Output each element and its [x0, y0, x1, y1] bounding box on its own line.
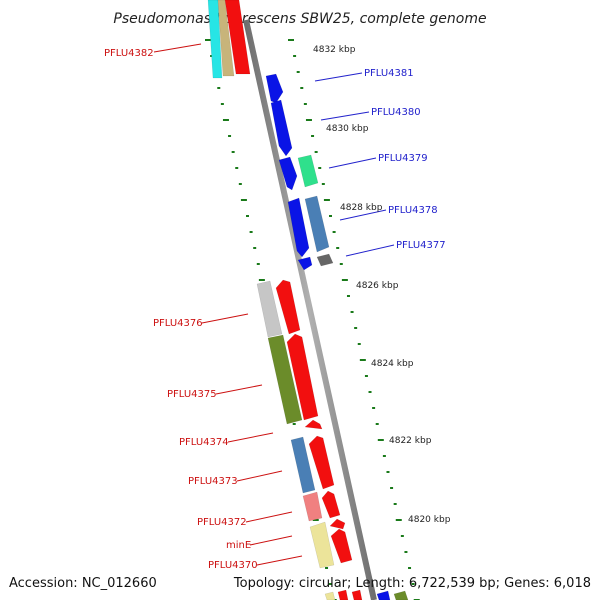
gene-feature [304, 195, 330, 253]
gene-feature [256, 280, 283, 338]
gene-feature [217, 0, 235, 77]
gene-feature [207, 0, 223, 79]
gene-feature [286, 333, 319, 421]
gene-label: PFLU4373 [188, 476, 238, 487]
ruler-tick-label: 4832 kbp [313, 45, 356, 55]
gene-feature [376, 590, 391, 600]
gene-feature [278, 156, 298, 191]
gene-callout-line [215, 384, 263, 395]
gene-label: minE [226, 540, 251, 551]
gene-feature [308, 435, 335, 490]
gene-feature [224, 0, 251, 75]
gene-feature [275, 279, 301, 335]
gene-callout-line [256, 555, 303, 566]
gene-label: PFLU4380 [371, 107, 421, 118]
sequence-backbone [243, 19, 377, 600]
ruler-tick-label: 4828 kbp [340, 203, 383, 213]
ruler-outer [288, 39, 420, 600]
map-title: Pseudomonas fluorescens SBW25, complete … [113, 11, 486, 27]
gene-feature [287, 197, 310, 258]
gene-callout-line [227, 432, 274, 443]
genome-summary-text: Topology: circular; Length: 6,722,539 bp… [233, 576, 591, 591]
gene-callout-line [249, 535, 293, 546]
gene-label: PFLU4375 [167, 389, 217, 400]
gene-callout-line [320, 111, 370, 121]
gene-features [207, 0, 409, 600]
gene-feature [324, 591, 336, 600]
gene-label: PFLU4377 [396, 240, 446, 251]
ruler-tick-label: 4830 kbp [326, 124, 369, 134]
gene-label: PFLU4382 [104, 48, 154, 59]
gene-feature [265, 73, 284, 104]
gene-feature [270, 99, 293, 157]
gene-callout-line [236, 470, 283, 482]
gene-feature [302, 491, 323, 522]
gene-label: PFLU4372 [197, 517, 247, 528]
gene-label: PFLU4379 [378, 153, 428, 164]
gene-callout-line [345, 244, 395, 257]
gene-feature [267, 334, 303, 425]
gene-callout-line [339, 209, 387, 221]
gene-feature [297, 154, 319, 188]
gene-feature [309, 521, 335, 569]
gene-callout-line [245, 511, 293, 523]
gene-feature [321, 490, 341, 519]
accession-text: Accession: NC_012660 [9, 576, 157, 591]
gene-label: PFLU4381 [364, 68, 414, 79]
gene-feature [337, 589, 349, 600]
ruler-labels: 4832 kbp 4830 kbp 4828 kbp 4826 kbp 4824 kbp… [313, 45, 451, 525]
gene-label: PFLU4370 [208, 560, 258, 571]
ruler-tick-label: 4820 kbp [408, 515, 451, 525]
gene-label: PFLU4376 [153, 318, 203, 329]
gene-feature [393, 590, 409, 600]
gene-label: PFLU4378 [388, 205, 438, 216]
gene-feature [329, 518, 346, 530]
gene-feature [290, 436, 316, 494]
gene-feature [304, 419, 323, 430]
gene-feature [330, 528, 353, 564]
gene-feature [297, 256, 313, 271]
gene-feature [351, 589, 363, 600]
gene-callout-line [314, 72, 363, 82]
gene-callout-line [201, 313, 249, 324]
ruler-tick-label: 4824 kbp [371, 359, 414, 369]
gene-feature [316, 253, 334, 267]
gene-callouts: PFLU4382 PFLU4381 PFLU4380 PFLU4379 PFLU4378… [104, 43, 446, 571]
gene-label: PFLU4374 [179, 437, 229, 448]
ruler-tick-label: 4822 kbp [389, 436, 432, 446]
ruler-tick-label: 4826 kbp [356, 281, 399, 291]
gene-callout-line [153, 43, 202, 53]
gene-callout-line [328, 157, 377, 169]
